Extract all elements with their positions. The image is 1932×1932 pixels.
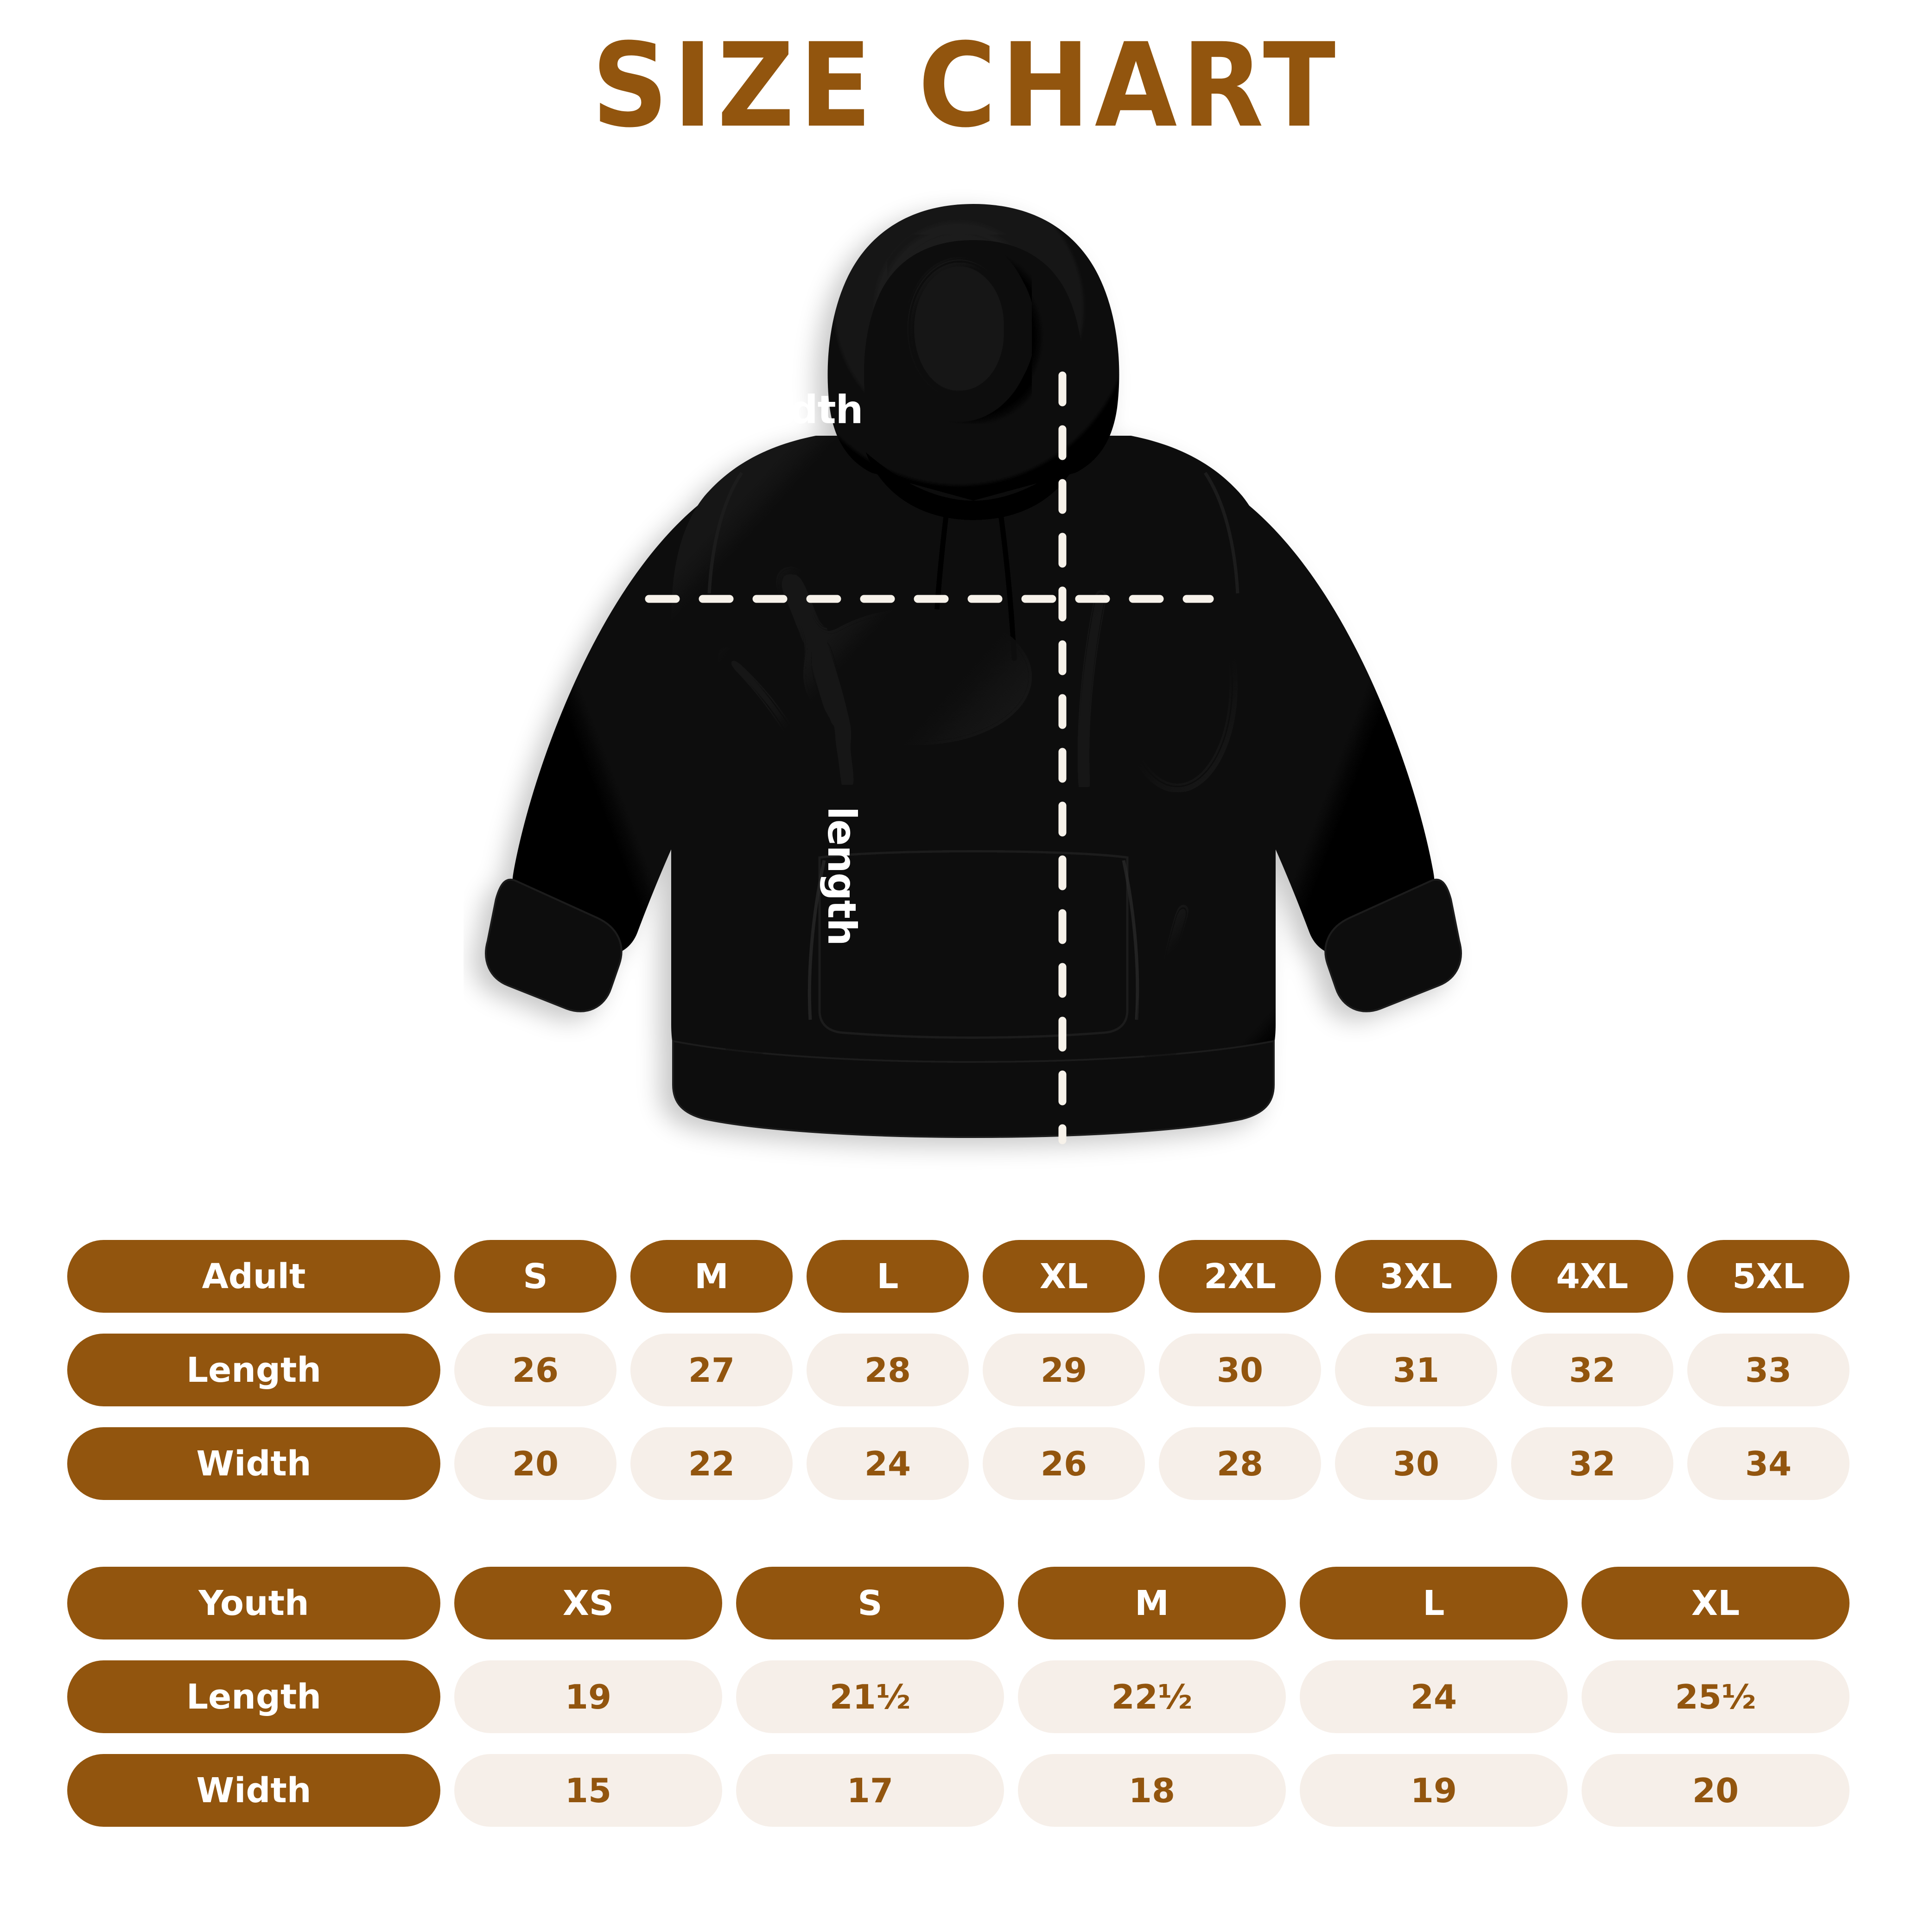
youth-group-label: Youth xyxy=(67,1567,440,1640)
adult-length-m: 27 xyxy=(630,1334,793,1406)
youth-width-s: 17 xyxy=(736,1754,1004,1827)
adult-length-label: Length xyxy=(67,1334,440,1406)
youth-size-header-l: L xyxy=(1300,1567,1568,1640)
adult-size-header-m: M xyxy=(630,1240,793,1313)
adult-width-row: Width 20 22 24 26 28 30 32 34 xyxy=(67,1427,1849,1500)
youth-size-header-xl: XL xyxy=(1582,1567,1849,1640)
shoulder-seam-left xyxy=(707,472,743,594)
youth-size-header-xs: XS xyxy=(454,1567,722,1640)
pocket-opening-left xyxy=(807,860,826,1020)
youth-width-l: 19 xyxy=(1300,1754,1568,1827)
youth-size-header-m: M xyxy=(1018,1567,1286,1640)
adult-length-3xl: 31 xyxy=(1335,1334,1497,1406)
adult-size-header-2xl: 2XL xyxy=(1159,1240,1321,1313)
youth-width-row: Width 15 17 18 19 20 xyxy=(67,1754,1849,1827)
left-cuff xyxy=(485,878,623,1012)
adult-width-xl: 26 xyxy=(983,1427,1145,1500)
adult-width-2xl: 28 xyxy=(1159,1427,1321,1500)
hoodie-graphic xyxy=(485,204,1462,1144)
fabric-folds xyxy=(718,572,1238,1044)
shoulder-seam-right xyxy=(1204,472,1239,594)
youth-width-xl: 20 xyxy=(1582,1754,1849,1827)
hood-highlight xyxy=(899,250,1020,408)
hoodie-body-group xyxy=(485,204,1462,1138)
neckline xyxy=(866,452,1081,520)
adult-size-header-4xl: 4XL xyxy=(1511,1240,1673,1313)
adult-size-table: Adult S M L XL 2XL 3XL 4XL 5XL Length 26… xyxy=(67,1240,1849,1500)
youth-header-row: Youth XS S M L XL xyxy=(67,1567,1849,1640)
width-measurement-label: width xyxy=(742,387,863,432)
adult-header-row: Adult S M L XL 2XL 3XL 4XL 5XL xyxy=(67,1240,1849,1313)
adult-length-2xl: 30 xyxy=(1159,1334,1321,1406)
youth-length-xs: 19 xyxy=(454,1660,722,1733)
youth-width-xs: 15 xyxy=(454,1754,722,1827)
adult-width-5xl: 34 xyxy=(1687,1427,1849,1500)
adult-length-s: 26 xyxy=(454,1334,616,1406)
adult-width-l: 24 xyxy=(807,1427,969,1500)
length-measurement-label: length xyxy=(819,807,864,946)
adult-length-xl: 29 xyxy=(983,1334,1145,1406)
measurement-guides xyxy=(645,371,1214,1144)
adult-size-header-l: L xyxy=(807,1240,969,1313)
adult-width-4xl: 32 xyxy=(1511,1427,1673,1500)
adult-size-header-3xl: 3XL xyxy=(1335,1240,1497,1313)
youth-length-xl: 25½ xyxy=(1582,1660,1849,1733)
youth-length-l: 24 xyxy=(1300,1660,1568,1733)
youth-length-m: 22½ xyxy=(1018,1660,1286,1733)
youth-length-row: Length 19 21½ 22½ 24 25½ xyxy=(67,1660,1849,1733)
youth-length-s: 21½ xyxy=(736,1660,1004,1733)
adult-size-header-s: S xyxy=(454,1240,616,1313)
youth-length-label: Length xyxy=(67,1660,440,1733)
youth-width-m: 18 xyxy=(1018,1754,1286,1827)
adult-width-s: 20 xyxy=(454,1427,616,1500)
bottom-hem xyxy=(672,1040,1275,1138)
adult-length-l: 28 xyxy=(807,1334,969,1406)
adult-width-3xl: 30 xyxy=(1335,1427,1497,1500)
adult-width-m: 22 xyxy=(630,1427,793,1500)
youth-width-label: Width xyxy=(67,1754,440,1827)
adult-size-header-5xl: 5XL xyxy=(1687,1240,1849,1313)
adult-length-5xl: 33 xyxy=(1687,1334,1849,1406)
kangaroo-pocket xyxy=(818,850,1129,1039)
youth-size-header-s: S xyxy=(736,1567,1004,1640)
youth-size-table: Youth XS S M L XL Length 19 21½ 22½ 24 2… xyxy=(67,1567,1849,1827)
page-title: SIZE CHART xyxy=(591,18,1341,153)
hoodie-illustration: width length xyxy=(464,176,1483,1242)
right-cuff xyxy=(1324,878,1462,1012)
adult-width-label: Width xyxy=(67,1427,440,1500)
pocket-opening-right xyxy=(1122,860,1139,1020)
adult-size-header-xl: XL xyxy=(983,1240,1145,1313)
adult-length-4xl: 32 xyxy=(1511,1334,1673,1406)
adult-length-row: Length 26 27 28 29 30 31 32 33 xyxy=(67,1334,1849,1406)
adult-group-label: Adult xyxy=(67,1240,440,1313)
